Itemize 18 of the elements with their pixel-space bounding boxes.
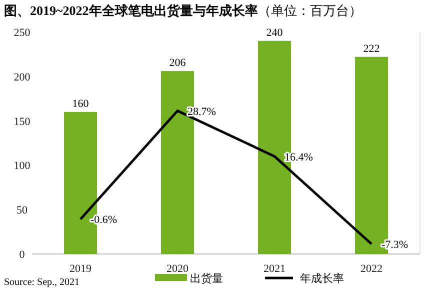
y-tick-label: 0 [19,249,26,261]
data-label: 206 [169,57,186,70]
legend-label: 年成长率 [300,272,344,285]
y-tick-label: 150 [14,116,31,128]
x-tick-label: 2022 [360,263,382,275]
x-tick-label: 2021 [264,263,286,275]
source-note: Source: Sep., 2021 [4,277,80,288]
chart-subtitle: （单位：百万台） [258,3,362,18]
y-tick-label: 100 [14,160,31,172]
data-label: 222 [363,42,380,55]
x-tick-label: 2020 [166,263,189,275]
data-label: 240 [266,26,284,39]
y-tick-label: 250 [14,27,31,39]
data-label: 160 [72,98,90,110]
legend-label: 出货量 [190,272,223,285]
y-tick-label: 50 [16,204,28,217]
y-tick-label: 200 [14,71,31,84]
x-tick-label: 2019 [70,263,92,275]
